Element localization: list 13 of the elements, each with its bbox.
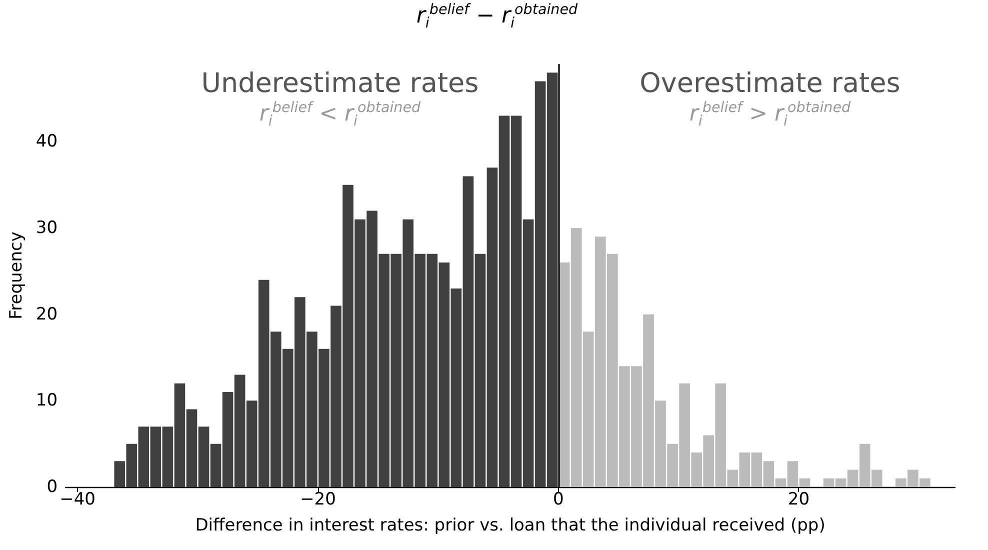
y-tick-label: 10 <box>36 390 58 411</box>
y-tick-label: 20 <box>36 304 58 324</box>
y-axis-title: Frequency <box>6 232 26 320</box>
y-tick-label: 30 <box>36 218 58 238</box>
annotation: Underestimate rates <box>201 68 479 99</box>
x-tick-label: 0 <box>552 490 564 510</box>
x-axis-title: Difference in interest rates: prior vs. loan that the individual received (pp) <box>195 516 826 536</box>
annotation: Overestimate rates <box>640 68 900 99</box>
x-tick-label: −40 <box>60 490 96 510</box>
y-tick-label: 0 <box>46 477 58 497</box>
x-tick-label: 20 <box>788 490 810 510</box>
y-tick-label: 40 <box>36 132 58 152</box>
x-tick-label: −20 <box>300 490 336 510</box>
